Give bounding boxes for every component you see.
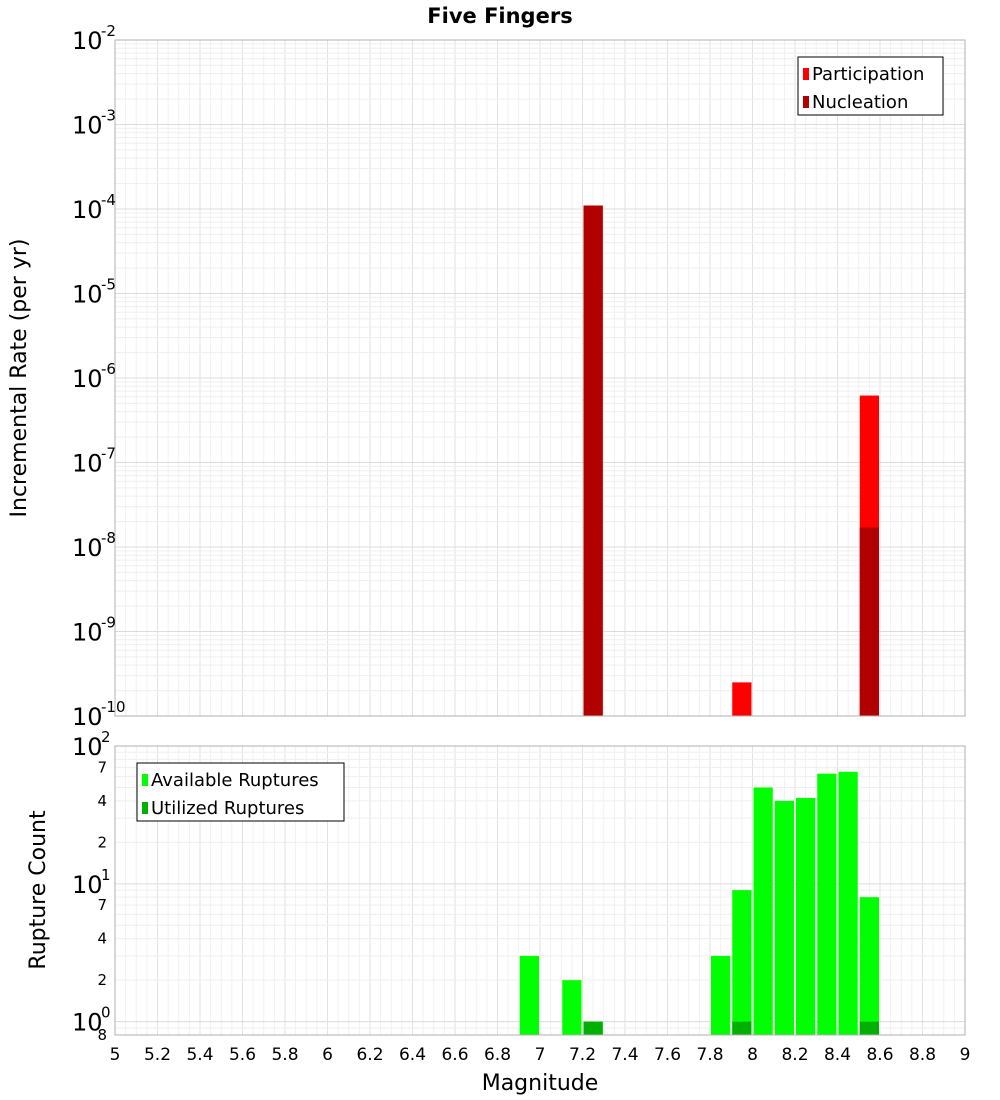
rate-ytick-base: 10 — [72, 281, 103, 309]
rate-ytick-exponent: -7 — [101, 445, 116, 463]
count-bar-primary — [838, 771, 858, 1035]
count-legend-label: Utilized Ruptures — [151, 798, 304, 819]
count-ytick-base: 10 — [72, 733, 103, 761]
count-panel-legend: Available Ruptures Utilized Ruptures — [136, 762, 345, 822]
rate-panel-legend: Participation Nucleation — [797, 56, 944, 116]
x-tick-label: 6.2 — [356, 1045, 383, 1065]
count-legend-swatch — [142, 802, 148, 814]
count-ytick-minor: 4 — [97, 792, 107, 810]
x-axis-label: Magnitude — [482, 1071, 599, 1096]
rate-legend-swatch — [803, 68, 809, 80]
count-bar-secondary — [859, 1021, 879, 1035]
count-bar-primary — [774, 800, 794, 1035]
count-ytick-exponent: 2 — [101, 728, 111, 746]
x-tick-label: 8.6 — [866, 1045, 893, 1065]
rate-bar-primary — [732, 682, 752, 716]
rate-panel-frame — [114, 39, 966, 717]
rate-ytick-base: 10 — [72, 112, 103, 140]
count-ytick-exponent: 1 — [101, 866, 111, 884]
count-panel-ylabel: Rupture Count — [26, 810, 51, 970]
count-bar-primary — [859, 897, 879, 1035]
x-tick-label: 8.2 — [781, 1045, 808, 1065]
rate-ytick-base: 10 — [72, 450, 103, 478]
rate-panel-yticks: 10-210-310-410-510-610-710-810-910-10 — [72, 22, 126, 731]
rate-ytick-base: 10 — [72, 703, 103, 731]
rate-ytick-base: 10 — [72, 196, 103, 224]
rate-panel-grid — [114, 40, 966, 717]
count-bar-primary — [817, 773, 837, 1035]
x-tick-label: 7 — [535, 1045, 546, 1065]
x-tick-label: 6.6 — [441, 1045, 468, 1065]
count-bar-primary — [753, 787, 773, 1035]
x-tick-label: 8 — [747, 1045, 758, 1065]
rate-ytick-base: 10 — [72, 27, 103, 55]
rate-ytick-exponent: -3 — [101, 107, 116, 125]
x-tick-label: 5.2 — [144, 1045, 171, 1065]
rate-ytick-base: 10 — [72, 534, 103, 562]
count-legend-label: Available Ruptures — [151, 770, 319, 791]
count-bar-primary — [711, 955, 731, 1035]
count-ytick-minor: 4 — [97, 930, 107, 948]
x-tick-labels: 5 5.2 5.4 5.6 5.8 6 6.2 6.4 6.6 6.8 7 7.2 7.4 7.6 7.8 8… — [110, 1045, 971, 1065]
rate-legend-box — [797, 56, 944, 116]
rate-ytick-exponent: -5 — [101, 276, 116, 294]
count-bar-primary — [796, 797, 816, 1035]
count-bar-primary — [562, 980, 582, 1035]
x-tick-label: 7.2 — [569, 1045, 596, 1065]
x-tick-label: 6 — [322, 1045, 333, 1065]
count-ytick-base: 10 — [72, 1009, 103, 1037]
rate-ytick-exponent: -4 — [101, 191, 116, 209]
x-tick-label: 5 — [110, 1045, 121, 1065]
count-ytick-exponent: 0 — [101, 1004, 111, 1022]
count-bar-primary — [732, 890, 752, 1035]
rate-bar-secondary — [859, 527, 879, 716]
rate-ytick-exponent: -10 — [101, 698, 126, 716]
x-tick-label: 7.6 — [654, 1045, 681, 1065]
count-ytick-minor: 7 — [97, 896, 107, 914]
count-legend-box — [136, 762, 345, 822]
count-ytick-minor: 2 — [97, 833, 107, 851]
rate-legend-label: Nucleation — [812, 92, 908, 113]
count-ytick-minor: 7 — [97, 758, 107, 776]
count-ytick-minor: 2 — [97, 971, 107, 989]
count-ytick-base: 10 — [72, 871, 103, 899]
x-tick-label: 8.4 — [824, 1045, 851, 1065]
rate-legend-label: Participation — [812, 64, 924, 85]
x-tick-label: 5.8 — [271, 1045, 298, 1065]
count-ytick-minor: 8 — [97, 1026, 107, 1044]
count-bar-secondary — [732, 1021, 752, 1035]
rate-ytick-exponent: -8 — [101, 529, 116, 547]
x-tick-label: 5.6 — [229, 1045, 256, 1065]
count-bar-primary — [519, 955, 539, 1035]
rate-ytick-base: 10 — [72, 365, 103, 393]
x-tick-label: 7.4 — [611, 1045, 638, 1065]
count-panel-bars — [519, 771, 879, 1035]
x-tick-label: 6.8 — [484, 1045, 511, 1065]
x-tick-label: 6.4 — [399, 1045, 426, 1065]
count-bar-secondary — [583, 1021, 603, 1035]
count-panel-frame — [114, 745, 966, 1036]
rate-ytick-base: 10 — [72, 619, 103, 647]
x-tick-label: 7.8 — [696, 1045, 723, 1065]
x-tick-label: 9 — [960, 1045, 971, 1065]
rate-legend-swatch — [803, 96, 809, 108]
chart-title: Five Fingers — [427, 4, 572, 28]
rate-ytick-exponent: -6 — [101, 360, 116, 378]
rate-bar-secondary — [583, 205, 603, 716]
count-legend-swatch — [142, 774, 148, 786]
rate-panel-ylabel: Incremental Rate (per yr) — [7, 239, 32, 518]
x-tick-label: 5.4 — [186, 1045, 213, 1065]
rate-panel-bars — [583, 205, 879, 716]
rate-ytick-exponent: -9 — [101, 614, 116, 632]
rate-ytick-exponent: -2 — [101, 22, 116, 40]
x-tick-label: 8.8 — [909, 1045, 936, 1065]
